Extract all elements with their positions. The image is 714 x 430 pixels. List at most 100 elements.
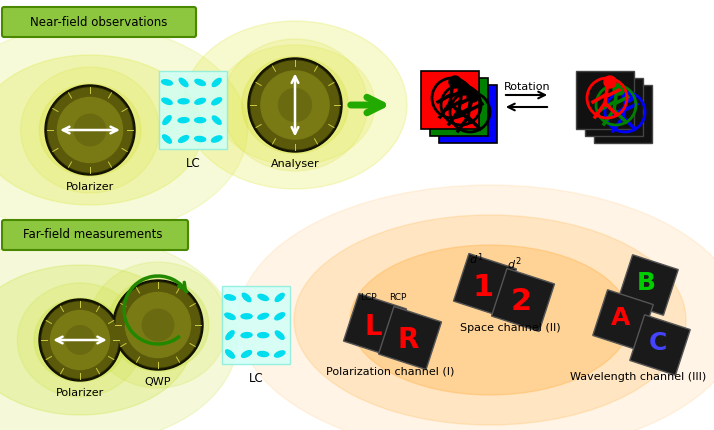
Ellipse shape xyxy=(161,80,172,85)
Ellipse shape xyxy=(45,85,135,175)
Text: Space channel (II): Space channel (II) xyxy=(460,323,560,333)
Bar xyxy=(421,71,479,129)
Text: 1: 1 xyxy=(473,273,493,302)
Ellipse shape xyxy=(467,90,479,102)
Ellipse shape xyxy=(241,350,251,357)
Ellipse shape xyxy=(195,136,206,141)
Ellipse shape xyxy=(195,98,206,104)
Ellipse shape xyxy=(276,293,284,301)
Ellipse shape xyxy=(0,55,203,205)
Ellipse shape xyxy=(258,351,268,356)
Ellipse shape xyxy=(226,350,234,358)
Text: Polarizer: Polarizer xyxy=(66,182,114,192)
Text: 2: 2 xyxy=(511,288,531,316)
Ellipse shape xyxy=(162,98,172,104)
Ellipse shape xyxy=(195,80,206,86)
Ellipse shape xyxy=(258,333,268,338)
Bar xyxy=(430,78,488,136)
Bar xyxy=(593,290,653,350)
Ellipse shape xyxy=(251,61,339,149)
Ellipse shape xyxy=(115,282,201,368)
Ellipse shape xyxy=(276,331,284,339)
Ellipse shape xyxy=(178,118,189,123)
Ellipse shape xyxy=(211,136,222,142)
Ellipse shape xyxy=(248,58,342,152)
Ellipse shape xyxy=(613,83,625,95)
Ellipse shape xyxy=(163,116,171,125)
Text: Far-field measurements: Far-field measurements xyxy=(24,228,163,242)
Text: Polarization channel (I): Polarization channel (I) xyxy=(326,367,454,377)
Ellipse shape xyxy=(179,78,188,86)
Ellipse shape xyxy=(242,293,251,301)
Ellipse shape xyxy=(250,60,340,150)
Text: B: B xyxy=(636,271,655,295)
FancyBboxPatch shape xyxy=(222,286,290,364)
Ellipse shape xyxy=(225,295,236,300)
Text: LC: LC xyxy=(248,372,263,385)
Bar xyxy=(491,268,555,332)
Ellipse shape xyxy=(350,245,630,395)
Ellipse shape xyxy=(48,88,132,172)
Text: A: A xyxy=(611,306,630,330)
Text: RCP: RCP xyxy=(389,294,407,302)
Ellipse shape xyxy=(89,262,227,388)
Ellipse shape xyxy=(215,45,375,165)
Ellipse shape xyxy=(275,351,285,357)
Ellipse shape xyxy=(622,90,634,102)
Text: QWP: QWP xyxy=(145,377,171,387)
Bar xyxy=(630,315,690,375)
Ellipse shape xyxy=(294,215,686,425)
Ellipse shape xyxy=(238,185,714,430)
Ellipse shape xyxy=(39,84,141,176)
Text: LCP: LCP xyxy=(360,294,376,302)
Ellipse shape xyxy=(183,21,407,189)
Ellipse shape xyxy=(449,76,461,88)
Bar xyxy=(618,255,678,315)
Ellipse shape xyxy=(261,71,329,139)
Ellipse shape xyxy=(458,83,470,95)
Ellipse shape xyxy=(113,280,203,370)
Bar xyxy=(378,307,441,369)
Ellipse shape xyxy=(21,67,159,193)
Ellipse shape xyxy=(254,68,336,142)
FancyBboxPatch shape xyxy=(159,71,227,149)
Text: Analyser: Analyser xyxy=(271,159,319,169)
Ellipse shape xyxy=(212,98,221,105)
Ellipse shape xyxy=(0,25,248,235)
Ellipse shape xyxy=(163,135,171,143)
Ellipse shape xyxy=(278,89,311,122)
Ellipse shape xyxy=(178,99,189,104)
Ellipse shape xyxy=(212,78,221,86)
Ellipse shape xyxy=(604,76,616,88)
Ellipse shape xyxy=(66,326,94,354)
Ellipse shape xyxy=(0,235,238,430)
Ellipse shape xyxy=(57,98,123,163)
Text: LC: LC xyxy=(186,157,201,170)
Ellipse shape xyxy=(116,283,200,367)
Text: d: d xyxy=(469,255,476,265)
Ellipse shape xyxy=(275,313,285,320)
Text: Rotation: Rotation xyxy=(503,82,550,92)
Text: Polarizer: Polarizer xyxy=(56,388,104,398)
Ellipse shape xyxy=(222,39,368,171)
Bar xyxy=(594,85,652,143)
Ellipse shape xyxy=(242,57,348,154)
Bar xyxy=(585,78,643,136)
Text: 2: 2 xyxy=(516,258,521,267)
Text: 1: 1 xyxy=(478,252,483,261)
Text: Near-field observations: Near-field observations xyxy=(30,15,168,28)
Ellipse shape xyxy=(47,87,133,173)
Ellipse shape xyxy=(258,313,268,319)
Ellipse shape xyxy=(119,289,197,361)
Ellipse shape xyxy=(44,308,116,372)
Bar xyxy=(453,254,516,316)
Text: Wavelength channel (III): Wavelength channel (III) xyxy=(570,372,706,382)
Ellipse shape xyxy=(107,279,208,371)
Ellipse shape xyxy=(39,299,121,381)
Ellipse shape xyxy=(34,298,126,382)
Bar xyxy=(343,294,406,356)
FancyBboxPatch shape xyxy=(2,220,188,250)
Ellipse shape xyxy=(225,313,235,319)
Ellipse shape xyxy=(195,118,206,123)
Ellipse shape xyxy=(212,116,221,124)
